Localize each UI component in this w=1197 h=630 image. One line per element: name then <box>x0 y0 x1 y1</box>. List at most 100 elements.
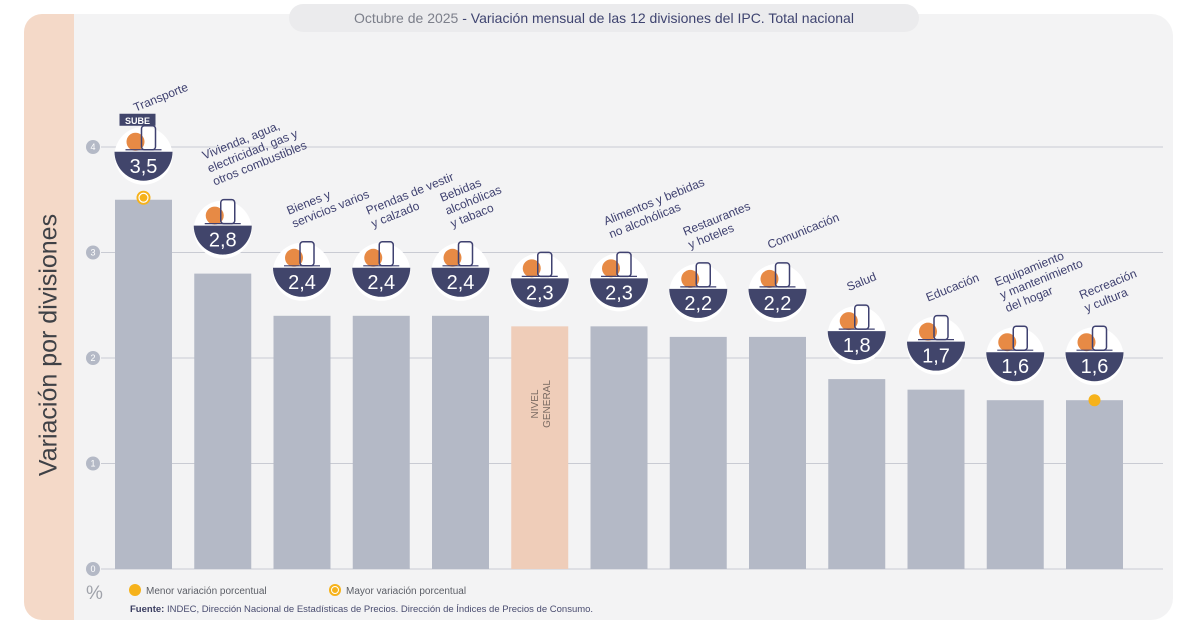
title-period: Octubre de 2025 <box>354 10 459 26</box>
y-tick-label: 3 <box>90 248 95 258</box>
y-tick-marker <box>86 562 100 576</box>
icon-shape <box>205 206 224 225</box>
title-text: Variación mensual de las 12 divisiones d… <box>470 10 854 26</box>
bus-card-icon: SUBE <box>119 113 162 151</box>
y-tick-label: 0 <box>90 564 95 574</box>
food-plate-icon <box>601 251 637 278</box>
medical-cross-icon <box>838 304 875 331</box>
bar <box>590 326 648 569</box>
value-badge <box>431 267 490 297</box>
icon-shape <box>1077 333 1096 352</box>
icon-shape <box>443 248 462 267</box>
shopping-basket-icon <box>521 251 558 278</box>
value-label: 1,6 <box>1001 356 1029 378</box>
category-label-line: Comunicación <box>765 210 841 251</box>
category-label: Comunicación <box>765 210 841 251</box>
bar <box>115 199 172 569</box>
bar <box>352 315 410 569</box>
icon-shape <box>285 248 303 267</box>
category-label: Transporte <box>131 80 190 115</box>
cutlery-icon <box>680 262 717 288</box>
value-badge <box>114 151 173 181</box>
icon-shape <box>126 132 145 151</box>
y-tick-label: 2 <box>90 353 95 363</box>
value-label: 2,4 <box>447 272 475 294</box>
value-label: 2,4 <box>288 272 316 294</box>
category-label: Recreacióny cultura <box>1077 266 1144 315</box>
washing-machine-icon <box>997 325 1034 352</box>
y-tick-marker <box>86 140 100 154</box>
category-label: Equipamientoy mantenimientodel hogar <box>993 243 1091 315</box>
source-note: Fuente: INDEC, Dirección Nacional de Est… <box>130 604 593 615</box>
icon-shape <box>998 333 1017 352</box>
y-tick-marker <box>86 456 100 471</box>
bar <box>194 273 252 569</box>
max-marker-icon <box>329 584 341 596</box>
lightbulb-icon <box>204 198 241 225</box>
category-label-line: Transporte <box>131 80 190 115</box>
tshirt-icon <box>363 241 400 267</box>
min-marker-icon <box>129 584 141 596</box>
comb-scissors-icon <box>284 241 320 267</box>
value-label: 2,2 <box>764 293 792 315</box>
bar <box>273 315 331 569</box>
value-badge <box>273 267 331 297</box>
bar <box>749 336 806 569</box>
max-marker-ring <box>138 192 149 203</box>
value-label: 2,3 <box>605 282 633 304</box>
title-separator: - <box>462 10 471 26</box>
general-level-label-line: NIVEL <box>530 389 541 418</box>
value-badge <box>907 341 965 371</box>
source-label: Fuente: <box>130 604 165 615</box>
category-label: Educación <box>924 270 981 304</box>
icon-shape <box>919 322 937 341</box>
bar <box>432 315 489 569</box>
value-label: 1,7 <box>922 346 950 368</box>
y-tick-label: 4 <box>90 142 95 152</box>
value-badge <box>748 288 807 318</box>
category-label-line: Educación <box>924 270 981 304</box>
icon-shape <box>522 259 541 278</box>
y-tick-marker <box>86 245 100 260</box>
value-label: 2,3 <box>526 282 554 304</box>
value-badge <box>193 225 252 255</box>
y-tick-label: 1 <box>90 459 95 469</box>
value-label: 2,4 <box>367 272 395 294</box>
value-badge <box>986 352 1045 382</box>
bar <box>669 336 727 569</box>
legend-max-label: Mayor variación porcentual <box>346 586 467 597</box>
icon-shape <box>681 269 700 288</box>
icon-shape <box>760 269 779 288</box>
y-tick-marker <box>86 351 100 365</box>
value-badge <box>590 278 648 308</box>
icon-shape <box>364 248 383 267</box>
sube-text: SUBE <box>125 116 150 126</box>
value-badge <box>669 288 728 318</box>
value-label: 1,8 <box>843 335 871 357</box>
category-label: Vivienda, agua,electricidad, gas yotros … <box>200 112 308 188</box>
icon-shape <box>839 312 858 331</box>
value-label: 2,2 <box>684 293 712 315</box>
source-text: INDEC, Dirección Nacional de Estadística… <box>166 604 594 615</box>
value-label: 3,5 <box>130 156 158 178</box>
bar <box>907 389 965 569</box>
legend-min: Menor variación porcentual <box>129 584 267 597</box>
min-marker <box>1088 394 1101 407</box>
notebook-icon <box>918 314 954 341</box>
category-label-line: Salud <box>845 269 879 293</box>
legend-min-label: Menor variación porcentual <box>146 586 267 597</box>
general-level-label: NIVELGENERAL <box>530 380 553 428</box>
value-badge <box>827 331 886 361</box>
unit-label: % <box>86 583 103 604</box>
legend-max: Mayor variación porcentual <box>329 584 466 597</box>
value-badge <box>510 278 569 308</box>
bar <box>511 326 569 569</box>
sube-card <box>119 113 156 126</box>
bottle-glass-icon <box>442 241 479 267</box>
value-badge <box>1065 352 1124 382</box>
value-badge <box>352 267 411 297</box>
icon-shape <box>602 259 620 278</box>
chart-title: Octubre de 2025 - Variación mensual de l… <box>289 4 919 32</box>
category-label: Bienes yservicios varios <box>285 174 372 231</box>
